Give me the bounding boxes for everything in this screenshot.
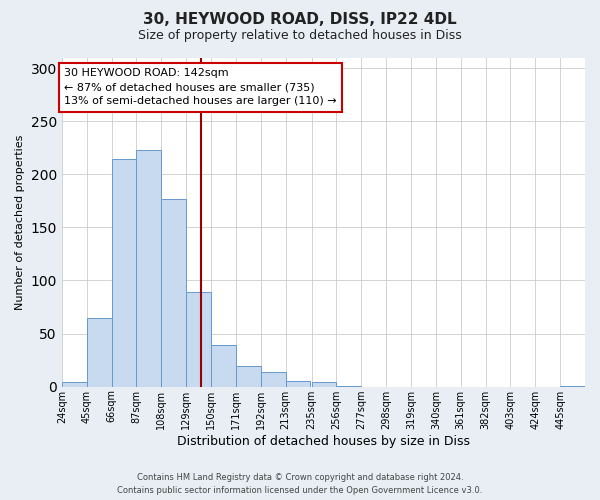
Text: Contains HM Land Registry data © Crown copyright and database right 2024.
Contai: Contains HM Land Registry data © Crown c… [118,474,482,495]
Bar [161,198,186,386]
Bar [62,382,86,386]
Bar [136,150,161,386]
Bar [286,382,310,386]
Text: 30 HEYWOOD ROAD: 142sqm
← 87% of detached houses are smaller (735)
13% of semi-d: 30 HEYWOOD ROAD: 142sqm ← 87% of detache… [64,68,337,106]
Text: Size of property relative to detached houses in Diss: Size of property relative to detached ho… [138,29,462,42]
X-axis label: Distribution of detached houses by size in Diss: Distribution of detached houses by size … [177,434,470,448]
Bar [211,346,236,387]
Bar [112,160,136,386]
Bar [86,318,112,386]
Bar [186,292,211,386]
Bar [236,366,260,386]
Bar [260,372,286,386]
Y-axis label: Number of detached properties: Number of detached properties [15,134,25,310]
Text: 30, HEYWOOD ROAD, DISS, IP22 4DL: 30, HEYWOOD ROAD, DISS, IP22 4DL [143,12,457,28]
Bar [311,382,337,386]
